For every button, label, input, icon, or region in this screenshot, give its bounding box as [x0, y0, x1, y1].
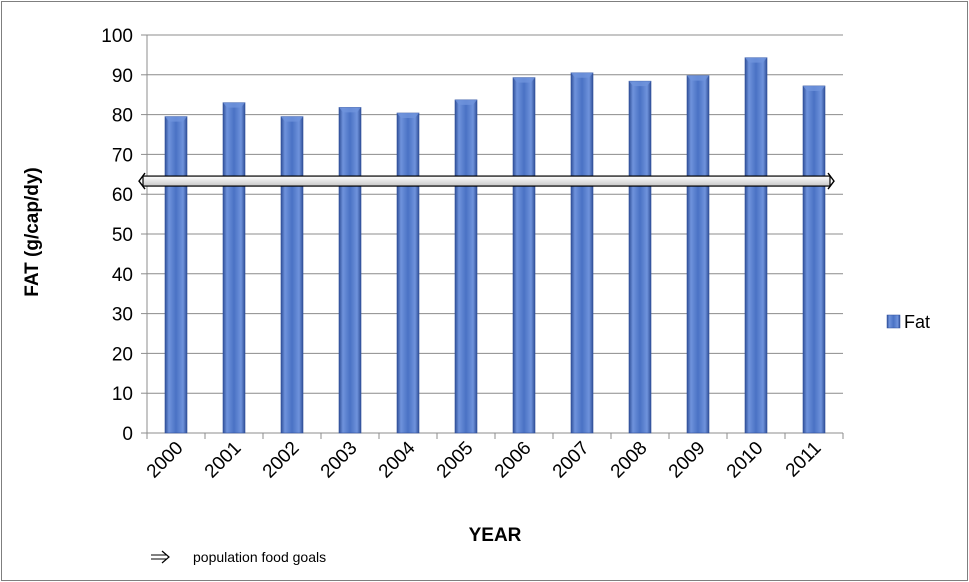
- y-tick-label: 90: [112, 66, 133, 87]
- y-tick-label: 100: [101, 26, 133, 47]
- bar-cap: [803, 85, 825, 91]
- bar-2007: [570, 72, 594, 434]
- reference-line-bar: [142, 175, 831, 187]
- y-axis-title: FAT (g/cap/dy): [22, 167, 43, 296]
- bar-cap: [571, 72, 593, 78]
- legend-label-fat: Fat: [904, 312, 930, 332]
- legend: Fat: [886, 312, 930, 332]
- y-tick-label: 60: [112, 185, 133, 206]
- x-axis-title: YEAR: [469, 525, 522, 546]
- y-tick-label: 40: [112, 265, 133, 286]
- reference-legend-label: population food goals: [193, 549, 326, 565]
- reference-legend: population food goals: [151, 549, 326, 565]
- y-tick-label: 0: [122, 424, 133, 445]
- y-axis: 0 10 20 30 40 50 60 70 80 90 100: [101, 26, 148, 445]
- y-tick-label: 20: [112, 344, 133, 365]
- bar-2002: [280, 116, 304, 434]
- bar-2006: [512, 77, 536, 434]
- bar-2010: [744, 57, 768, 434]
- bar-cap: [629, 81, 651, 87]
- bar-2009: [686, 75, 710, 434]
- bar-2004: [396, 112, 420, 434]
- bar-cap: [223, 102, 245, 108]
- bar-cap: [397, 113, 419, 119]
- gridlines: [147, 34, 843, 394]
- bar-2000: [164, 116, 188, 434]
- reference-line: [138, 172, 835, 190]
- bar-2005: [454, 99, 478, 434]
- bar-2011: [802, 85, 826, 434]
- y-tick-label: 80: [112, 106, 133, 127]
- y-tick-label: 70: [112, 145, 133, 166]
- bar-cap: [281, 116, 303, 122]
- y-tick-label: 10: [112, 384, 133, 405]
- bar-2003: [338, 107, 362, 434]
- bar-cap: [455, 99, 477, 105]
- bar-cap: [165, 116, 187, 122]
- legend-swatch-fat: [886, 314, 901, 329]
- y-tick-label: 50: [112, 225, 133, 246]
- reference-arrowhead-right: [827, 172, 835, 190]
- bar-cap: [339, 107, 361, 113]
- bar-2001: [222, 102, 246, 434]
- double-arrow-icon: [151, 550, 170, 564]
- y-tick-label: 30: [112, 305, 133, 326]
- bars: [164, 57, 826, 434]
- bar-2008: [628, 80, 652, 434]
- bar-cap: [745, 57, 767, 63]
- bar-cap: [687, 75, 709, 81]
- reference-arrowhead-left: [138, 172, 146, 190]
- bar-cap: [513, 77, 535, 83]
